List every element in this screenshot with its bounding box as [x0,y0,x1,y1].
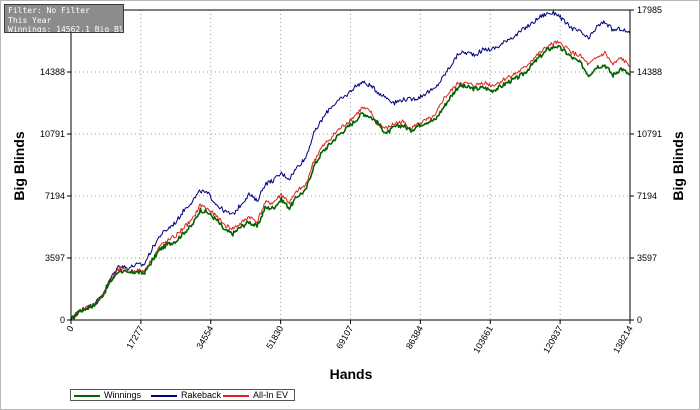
legend-label-allin-ev: All-In EV [253,390,289,400]
y-axis-title-right: Big Blinds [670,131,686,200]
filter-line: Filter: No Filter [8,6,90,15]
winnings-line: Winnings: 14562.1 Big Blinds [8,25,124,33]
y-tick-label-left: 14388 [40,67,65,77]
y-tick-label-left: 0 [60,315,65,325]
y-tick-label-right: 7194 [637,191,657,201]
legend-label-winnings: Winnings [104,390,142,400]
axes [70,9,631,321]
y-tick-label-right: 10791 [637,129,662,139]
x-axis-title: Hands [330,366,373,382]
x-tick-label: 34554 [194,324,215,351]
x-tick-label: 103661 [471,324,495,355]
x-tick-label: 17277 [124,324,145,351]
x-tick-label: 138214 [611,324,635,355]
y-tick-label-right: 17985 [637,5,662,15]
legend-swatch-winnings [74,394,100,397]
legend-item-rakeback: Rakeback [151,390,221,400]
y-tick-label-left: 3597 [45,253,65,263]
legend-swatch-allin-ev [223,394,249,397]
filter-info-box: Filter: No Filter This Year Winnings: 14… [4,4,124,33]
x-tick-label: 51830 [264,324,285,351]
legend: Winnings Rakeback All-In EV [70,389,295,401]
y-tick-label-left: 7194 [45,191,65,201]
legend-label-rakeback: Rakeback [181,390,222,400]
y-ticks-right: 0 3597 7194 10791 14388 17985 [630,5,662,325]
x-tick-label: 0 [65,324,76,333]
y-axis-title-left: Big Blinds [11,131,27,200]
y-tick-label-right: 14388 [637,67,662,77]
period-line: This Year [8,15,52,25]
y-tick-label-right: 0 [637,315,642,325]
series-layer [70,10,631,321]
legend-swatch-rakeback [151,394,177,397]
y-tick-label-right: 3597 [637,253,657,263]
series-line-rakeback [70,10,631,321]
y-tick-label-left: 10791 [40,129,65,139]
grid-lines [70,9,631,321]
legend-item-winnings: Winnings [74,390,141,400]
plot-area-border [70,9,631,321]
series-line-winnings [70,44,631,321]
x-tick-label: 120937 [541,324,565,355]
x-ticks: 0 17277 34554 51830 69107 86384 103661 120937 13… [65,320,635,355]
x-tick-label: 69107 [334,324,355,351]
legend-item-allin-ev: All-In EV [223,390,288,400]
series-line-all-in-ev [70,40,631,321]
x-tick-label: 86384 [404,324,425,351]
